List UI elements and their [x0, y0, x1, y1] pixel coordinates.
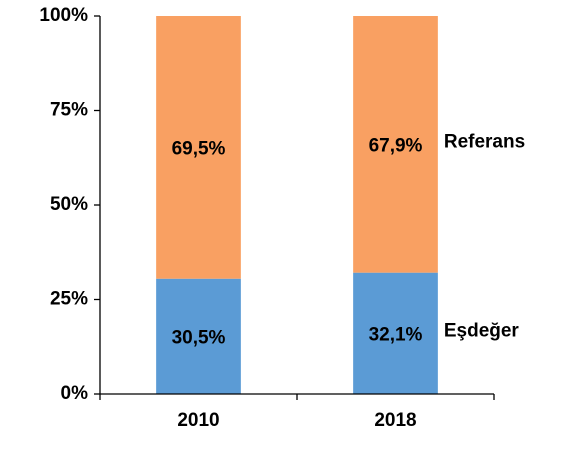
value-label: 69,5%: [172, 138, 226, 159]
bar-segment: [353, 272, 438, 394]
y-tick-label: 50%: [50, 194, 88, 215]
value-label: 32,1%: [369, 324, 423, 345]
series-label: Referans: [444, 131, 525, 152]
value-label: 67,9%: [369, 135, 423, 156]
x-tick-label: 2010: [177, 410, 219, 431]
y-tick-label: 75%: [50, 100, 88, 121]
series-label: Eşdeğer: [444, 320, 520, 341]
y-tick-label: 0%: [61, 383, 89, 404]
bar-segment: [156, 278, 241, 394]
bar-segment: [156, 16, 241, 279]
bar-segment: [353, 16, 438, 273]
x-tick-label: 2018: [374, 410, 416, 431]
value-label: 30,5%: [172, 327, 226, 348]
y-tick-label: 25%: [50, 289, 88, 310]
y-tick-label: 100%: [39, 5, 88, 26]
